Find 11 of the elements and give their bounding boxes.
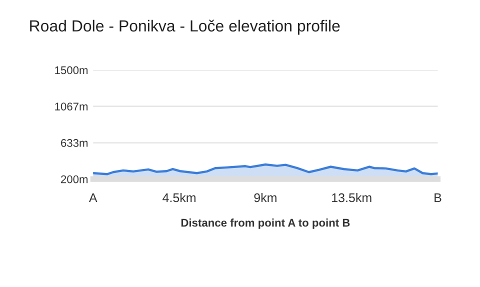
x-tick-label: B — [434, 193, 442, 202]
x-axis-title: Distance from point A to point B — [181, 218, 350, 229]
x-tick-label: 4.5km — [162, 192, 196, 202]
y-tick-label: 633m — [61, 139, 88, 147]
chart-title: Road Dole - Ponikva - Loče elevation profile — [30, 20, 340, 35]
x-tick-label: 13.5km — [332, 192, 372, 202]
x-tick-label: 9km — [254, 192, 276, 202]
y-tick-label: 1067m — [55, 102, 88, 110]
y-tick-label: 1500m — [55, 66, 88, 74]
y-tick-label: 200m — [61, 175, 88, 184]
x-tick-label: A — [88, 193, 98, 202]
